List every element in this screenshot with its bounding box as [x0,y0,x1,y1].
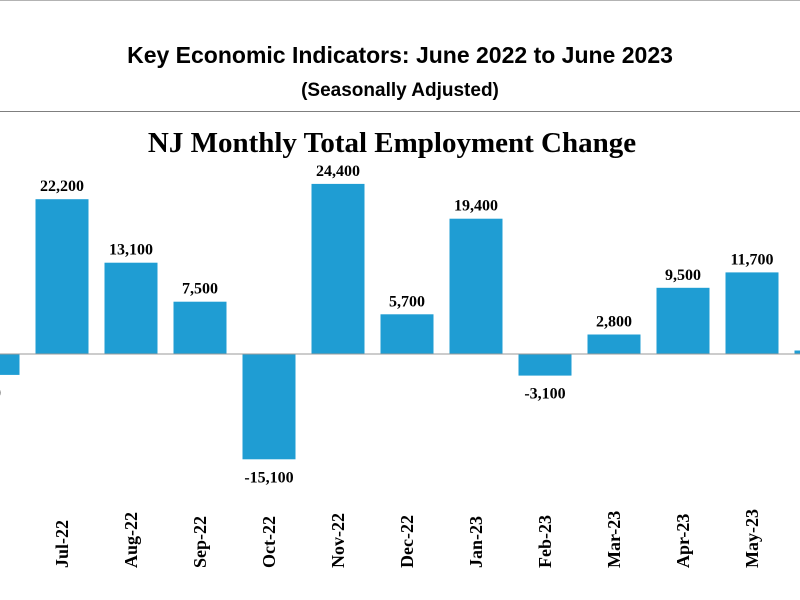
bar-Jun-23 [794,350,800,354]
data-label-Jan-23: 19,400 [454,198,498,215]
chart-title: NJ Monthly Total Employment Change [148,127,636,159]
bar-Jun-22 [0,354,20,375]
bar-Sep-22 [173,301,227,354]
data-label-group: 00 22,200 13,100 7,500 -15,100 24,400 5,700 19,… [0,163,774,486]
bar-Apr-23 [656,287,710,354]
header-divider [0,111,800,112]
tick-label-group: Jun-22 Jul-22 Aug-22 Sep-22 Oct-22 Nov-22 Dec-… [0,509,762,568]
data-label-Dec-22: 5,700 [389,293,425,310]
data-label-Jun-22: 00 [0,385,1,402]
tick-label-Feb-23: Feb-23 [535,515,555,568]
tick-label-Jun-22: Jun-22 [0,515,3,568]
tick-label-Mar-23: Mar-23 [604,511,624,568]
tick-label-Jul-22: Jul-22 [52,520,72,568]
data-label-Jul-22: 22,200 [40,178,84,195]
report-header: Key Economic Indicators: June 2022 to Ju… [0,0,800,112]
data-label-Feb-23: -3,100 [524,386,565,403]
bar-Jul-22 [35,199,89,354]
data-label-Oct-22: -15,100 [244,469,293,486]
tick-label-Oct-22: Oct-22 [259,516,279,568]
bar-Oct-22 [242,354,296,460]
tick-label-Nov-22: Nov-22 [328,513,348,568]
tick-label-Aug-22: Aug-22 [121,512,141,568]
bar-Dec-22 [380,314,434,354]
tick-label-Dec-22: Dec-22 [397,515,417,568]
tick-label-Apr-23: Apr-23 [673,514,693,568]
data-label-Mar-23: 2,800 [596,314,632,331]
tick-label-Jan-23: Jan-23 [466,516,486,568]
bar-Mar-23 [587,334,641,354]
bar-May-23 [725,272,779,354]
bar-Nov-22 [311,183,365,354]
bar-Feb-23 [518,354,572,376]
bar-group [0,183,800,460]
tick-label-May-23: May-23 [742,509,762,568]
data-label-Nov-22: 24,400 [316,163,360,180]
bar-Aug-22 [104,262,158,354]
top-border [0,0,800,1]
data-label-Apr-23: 9,500 [665,267,701,284]
tick-label-Sep-22: Sep-22 [190,516,210,568]
report-title: Key Economic Indicators: June 2022 to Ju… [127,42,673,68]
bar-Jan-23 [449,218,503,354]
data-label-Aug-22: 13,100 [109,242,153,259]
data-label-Sep-22: 7,500 [182,281,218,298]
data-label-May-23: 11,700 [730,251,773,268]
report-subtitle: (Seasonally Adjusted) [301,80,499,101]
